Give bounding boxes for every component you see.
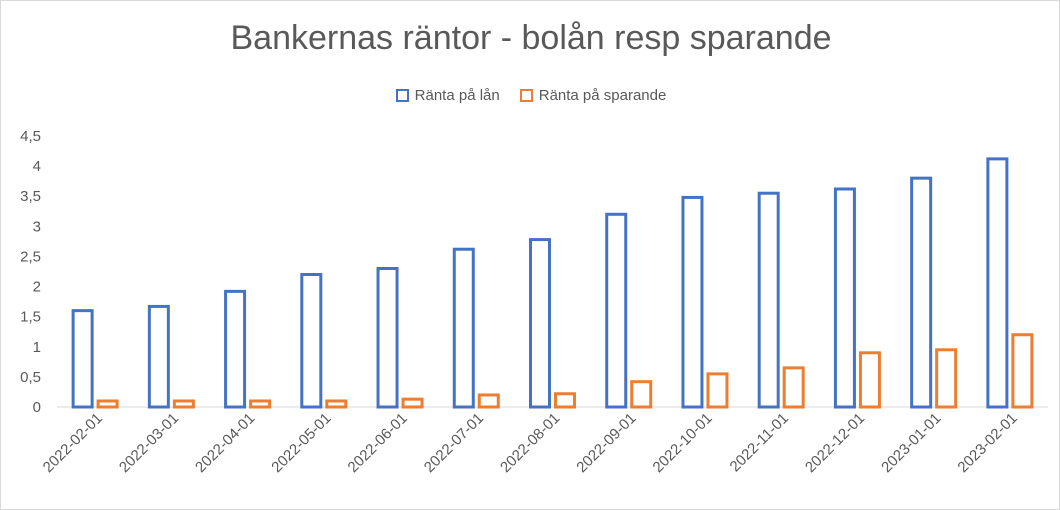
bar-loan-rate [529, 238, 551, 409]
x-tick-label: 2023-01-01 [878, 410, 944, 476]
legend-swatch-loan [395, 89, 409, 102]
bar-savings-rate [935, 348, 958, 409]
legend: Ränta på lån Ränta på sparande [1, 87, 1060, 104]
bar-savings-rate [630, 380, 653, 409]
bar-loan-rate [300, 273, 323, 409]
x-tick-label: 2022-08-01 [497, 410, 563, 476]
bar-loan-rate [910, 176, 933, 409]
bar-savings-rate [172, 399, 195, 409]
y-tick-label: 4 [33, 158, 41, 175]
bar-loan-rate [757, 191, 780, 409]
bar-savings-rate [96, 399, 119, 409]
y-tick-label: 2,5 [20, 248, 41, 265]
x-tick-label: 2022-05-01 [268, 410, 334, 476]
bar-loan-rate [224, 289, 247, 409]
bar-savings-rate [554, 392, 576, 409]
bar-loan-rate [986, 157, 1009, 409]
bar-savings-rate [858, 351, 881, 409]
y-tick-label: 0 [33, 399, 41, 416]
bar-savings-rate [706, 372, 729, 409]
x-tick-label: 2022-09-01 [573, 410, 639, 476]
y-tick-label: 3,5 [20, 188, 41, 205]
x-tick-label: 2022-06-01 [345, 410, 411, 476]
chart-title: Bankernas räntor - bolån resp sparande [230, 19, 832, 57]
bar-loan-rate [833, 187, 856, 409]
y-tick-label: 4,5 [20, 128, 41, 145]
bar-loan-rate [71, 309, 94, 409]
bar-savings-rate [249, 399, 272, 409]
x-tick-label: 2023-02-01 [954, 410, 1020, 476]
bar-savings-rate [782, 366, 805, 409]
x-tick-label: 2022-10-01 [650, 410, 716, 476]
bar-savings-rate [1011, 333, 1034, 409]
legend-swatch-savings [519, 89, 533, 102]
x-tick-label: 2022-12-01 [802, 410, 868, 476]
x-tick-label: 2022-07-01 [421, 410, 487, 476]
bar-loan-rate [376, 266, 399, 409]
legend-label-savings: Ränta på sparande [538, 87, 667, 104]
y-tick-label: 2 [33, 279, 41, 296]
bar-loan-rate [147, 304, 170, 409]
legend-item-loan: Ränta på lån [395, 87, 500, 104]
y-tick-label: 3 [33, 218, 41, 235]
y-tick-label: 1,5 [20, 309, 41, 326]
bar-savings-rate [325, 399, 348, 409]
y-tick-label: 1 [33, 339, 41, 356]
legend-label-loan: Ränta på lån [414, 87, 500, 104]
bar-loan-rate [452, 247, 475, 409]
x-tick-label: 2022-02-01 [40, 410, 106, 476]
x-tick-label: 2022-11-01 [727, 410, 792, 475]
legend-item-savings: Ränta på sparande [519, 87, 667, 104]
bar-loan-rate [681, 195, 704, 409]
x-tick-label: 2022-03-01 [116, 410, 182, 476]
bar-savings-rate [401, 397, 424, 409]
x-tick-label: 2022-04-01 [192, 410, 258, 476]
y-tick-label: 0,5 [20, 369, 41, 386]
bar-loan-rate [605, 212, 628, 409]
bar-savings-rate [477, 393, 500, 409]
